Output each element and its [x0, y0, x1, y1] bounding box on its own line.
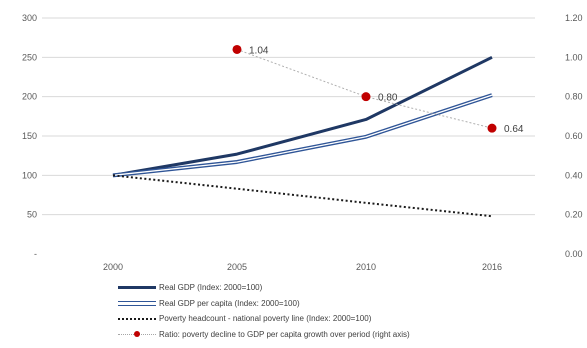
x-tick-label: 2000 [103, 262, 123, 272]
x-tick-label: 2016 [482, 262, 502, 272]
x-tick-label: 2010 [356, 262, 376, 272]
left-tick-label: 300 [22, 13, 37, 23]
x-tick-label: 2005 [227, 262, 247, 272]
series-line-poverty-headcount [112, 174, 493, 218]
legend-item-real-gdp: Real GDP (Index: 2000=100) [118, 280, 410, 296]
legend-item-real-gdp-per-capita: Real GDP per capita (Index: 2000=100) [118, 296, 410, 312]
right-tick-label: 0.80 [565, 92, 583, 102]
ratio-point [232, 44, 242, 54]
gridlines [42, 17, 535, 216]
left-tick-label: - [34, 249, 37, 259]
legend-label-real-gdp-per-capita: Real GDP per capita (Index: 2000=100) [159, 298, 300, 308]
legend-swatch-ratio [118, 329, 156, 339]
right-axis-ticks: 0.00 0.20 0.40 0.60 0.80 1.00 1.20 [565, 13, 583, 259]
left-tick-label: 250 [22, 52, 37, 62]
left-tick-label: 100 [22, 170, 37, 180]
legend-label-real-gdp: Real GDP (Index: 2000=100) [159, 283, 263, 293]
right-tick-label: 0.00 [565, 249, 583, 259]
left-axis-ticks: - 50 100 150 200 250 300 [22, 13, 37, 259]
legend-swatch-real-gdp-per-capita [118, 298, 156, 308]
ratio-point [487, 123, 497, 133]
data-labels: 1.04 0.80 0.64 [249, 45, 524, 135]
series-layer [112, 44, 497, 218]
x-axis-ticks: 2000 2005 2010 2016 [103, 262, 502, 272]
legend-swatch-poverty-headcount [118, 314, 156, 324]
series-line-ratio [236, 48, 493, 129]
series-line-real-gdp-per-capita-inner [112, 94, 493, 176]
right-tick-label: 1.00 [565, 52, 583, 62]
right-tick-label: 0.60 [565, 131, 583, 141]
legend-item-poverty-headcount: Poverty headcount - national poverty lin… [118, 311, 410, 327]
legend-swatch-real-gdp [118, 283, 156, 293]
left-tick-label: 200 [22, 92, 37, 102]
right-tick-label: 1.20 [565, 13, 583, 23]
ratio-data-label: 0.80 [378, 93, 398, 104]
legend: Real GDP (Index: 2000=100) Real GDP per … [118, 280, 410, 342]
legend-item-ratio: Ratio: poverty decline to GDP per capita… [118, 327, 410, 343]
left-tick-label: 50 [27, 210, 37, 220]
legend-label-ratio: Ratio: poverty decline to GDP per capita… [159, 329, 410, 339]
right-tick-label: 0.20 [565, 210, 583, 220]
series-line-real-gdp [112, 55, 493, 177]
ratio-point [361, 92, 371, 102]
right-tick-label: 0.40 [565, 170, 583, 180]
ratio-data-label: 0.64 [504, 124, 524, 135]
left-tick-label: 150 [22, 131, 37, 141]
ratio-data-label: 1.04 [249, 45, 269, 56]
legend-label-poverty-headcount: Poverty headcount - national poverty lin… [159, 314, 372, 324]
